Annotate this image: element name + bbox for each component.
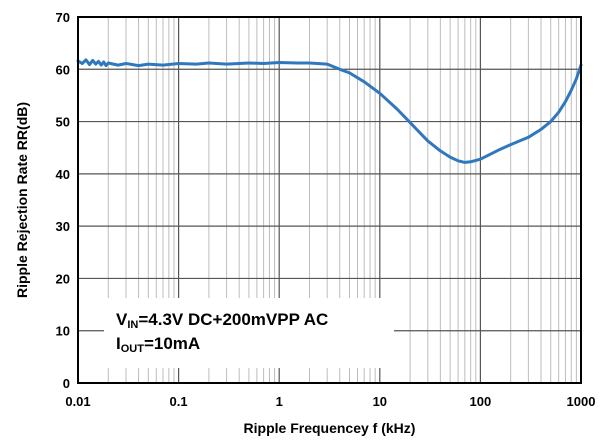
output-current-condition: IOUT=10mA bbox=[116, 334, 201, 355]
x-tick-label: 100 bbox=[470, 394, 492, 409]
y-tick-label: 30 bbox=[56, 219, 70, 234]
plot-frame bbox=[77, 16, 582, 384]
input-voltage-condition: VIN=4.3V DC+200mVPP AC bbox=[116, 310, 329, 331]
y-tick-label: 0 bbox=[63, 376, 70, 391]
x-tick-label: 1000 bbox=[567, 394, 596, 409]
condition-annotation: VIN=4.3V DC+200mVPP AC IOUT=10mA bbox=[104, 298, 394, 368]
x-tick-labels: 0.01 0.1 1 10 100 1000 bbox=[65, 394, 595, 409]
y-tick-label: 70 bbox=[56, 10, 70, 25]
x-tick-label: 10 bbox=[373, 394, 387, 409]
y-tick-label: 50 bbox=[56, 115, 70, 130]
y-tick-label: 20 bbox=[56, 271, 70, 286]
x-axis-title: Ripple Frequencey f (kHz) bbox=[244, 420, 416, 436]
x-tick-label: 1 bbox=[276, 394, 283, 409]
ripple-rejection-series-line bbox=[76, 58, 583, 164]
x-tick-label: 0.01 bbox=[65, 394, 90, 409]
x-tick-label: 0.1 bbox=[170, 394, 188, 409]
y-tick-label: 60 bbox=[56, 62, 70, 77]
y-tick-labels: 0 10 20 30 40 50 60 70 bbox=[56, 10, 70, 391]
series-layer bbox=[76, 58, 583, 164]
y-tick-label: 10 bbox=[56, 324, 70, 339]
y-axis-title: Ripple Rejection Rate RR(dB) bbox=[14, 102, 30, 298]
y-tick-label: 40 bbox=[56, 167, 70, 182]
